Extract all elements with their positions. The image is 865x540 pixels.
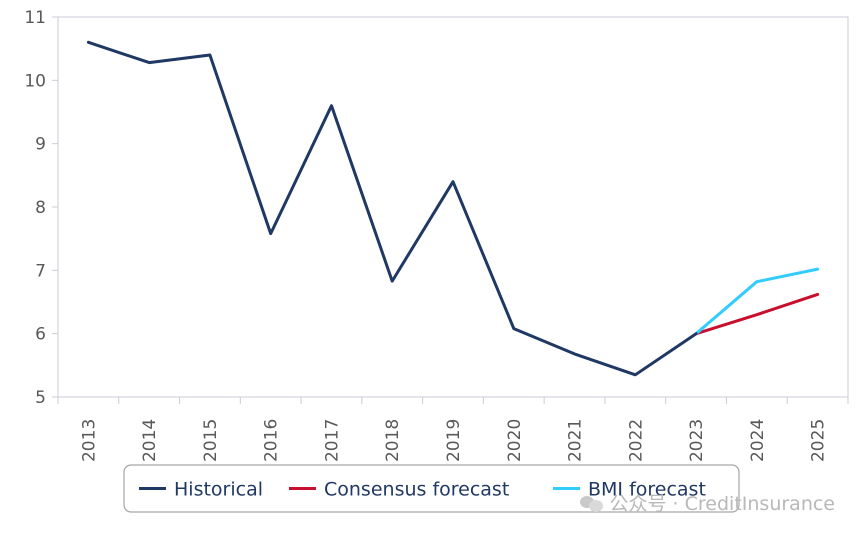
x-tick-label: 2022 bbox=[626, 419, 646, 462]
x-tick-label: 2015 bbox=[201, 419, 221, 462]
legend-label: Consensus forecast bbox=[324, 479, 509, 501]
x-tick-label: 2023 bbox=[687, 419, 707, 462]
legend-label: BMI forecast bbox=[588, 479, 706, 501]
watermark-text: 公众号 · CreditInsurance bbox=[609, 493, 835, 515]
x-tick-label: 2017 bbox=[322, 419, 342, 462]
series-group bbox=[86, 40, 820, 377]
x-tick-label: 2019 bbox=[444, 419, 464, 462]
y-tick-label: 8 bbox=[35, 198, 46, 218]
y-tick-label: 9 bbox=[35, 135, 46, 155]
x-tick-label: 2013 bbox=[79, 419, 99, 462]
y-tick-label: 7 bbox=[35, 261, 46, 281]
y-tick-label: 6 bbox=[35, 325, 46, 345]
y-tick-label: 10 bbox=[24, 71, 46, 91]
x-tick-label: 2016 bbox=[262, 419, 282, 462]
x-tick-label: 2020 bbox=[505, 419, 525, 462]
x-axis: 2013 2014 2015 2016 2017 2018 2019 2020 2021 2022… bbox=[57, 397, 849, 462]
wechat-icon bbox=[579, 494, 604, 512]
y-tick-label: 11 bbox=[24, 8, 46, 28]
x-tick-label: 2024 bbox=[748, 419, 768, 462]
y-tick-label: 5 bbox=[35, 388, 46, 408]
series-line-consensus-forecast bbox=[694, 292, 820, 336]
y-axis: 5 6 7 8 9 10 11 bbox=[24, 8, 58, 408]
legend-label: Historical bbox=[174, 479, 263, 501]
plot-border bbox=[57, 16, 849, 398]
series-line-historical bbox=[86, 40, 698, 377]
x-tick-label: 2025 bbox=[809, 419, 829, 462]
x-tick-label: 2021 bbox=[566, 419, 586, 462]
plot-frame bbox=[57, 16, 849, 398]
x-tick-label: 2018 bbox=[383, 419, 403, 462]
watermark: 公众号 · CreditInsurance bbox=[579, 489, 835, 516]
series-line-bmi-forecast bbox=[694, 267, 820, 336]
x-tick-label: 2014 bbox=[140, 419, 160, 462]
